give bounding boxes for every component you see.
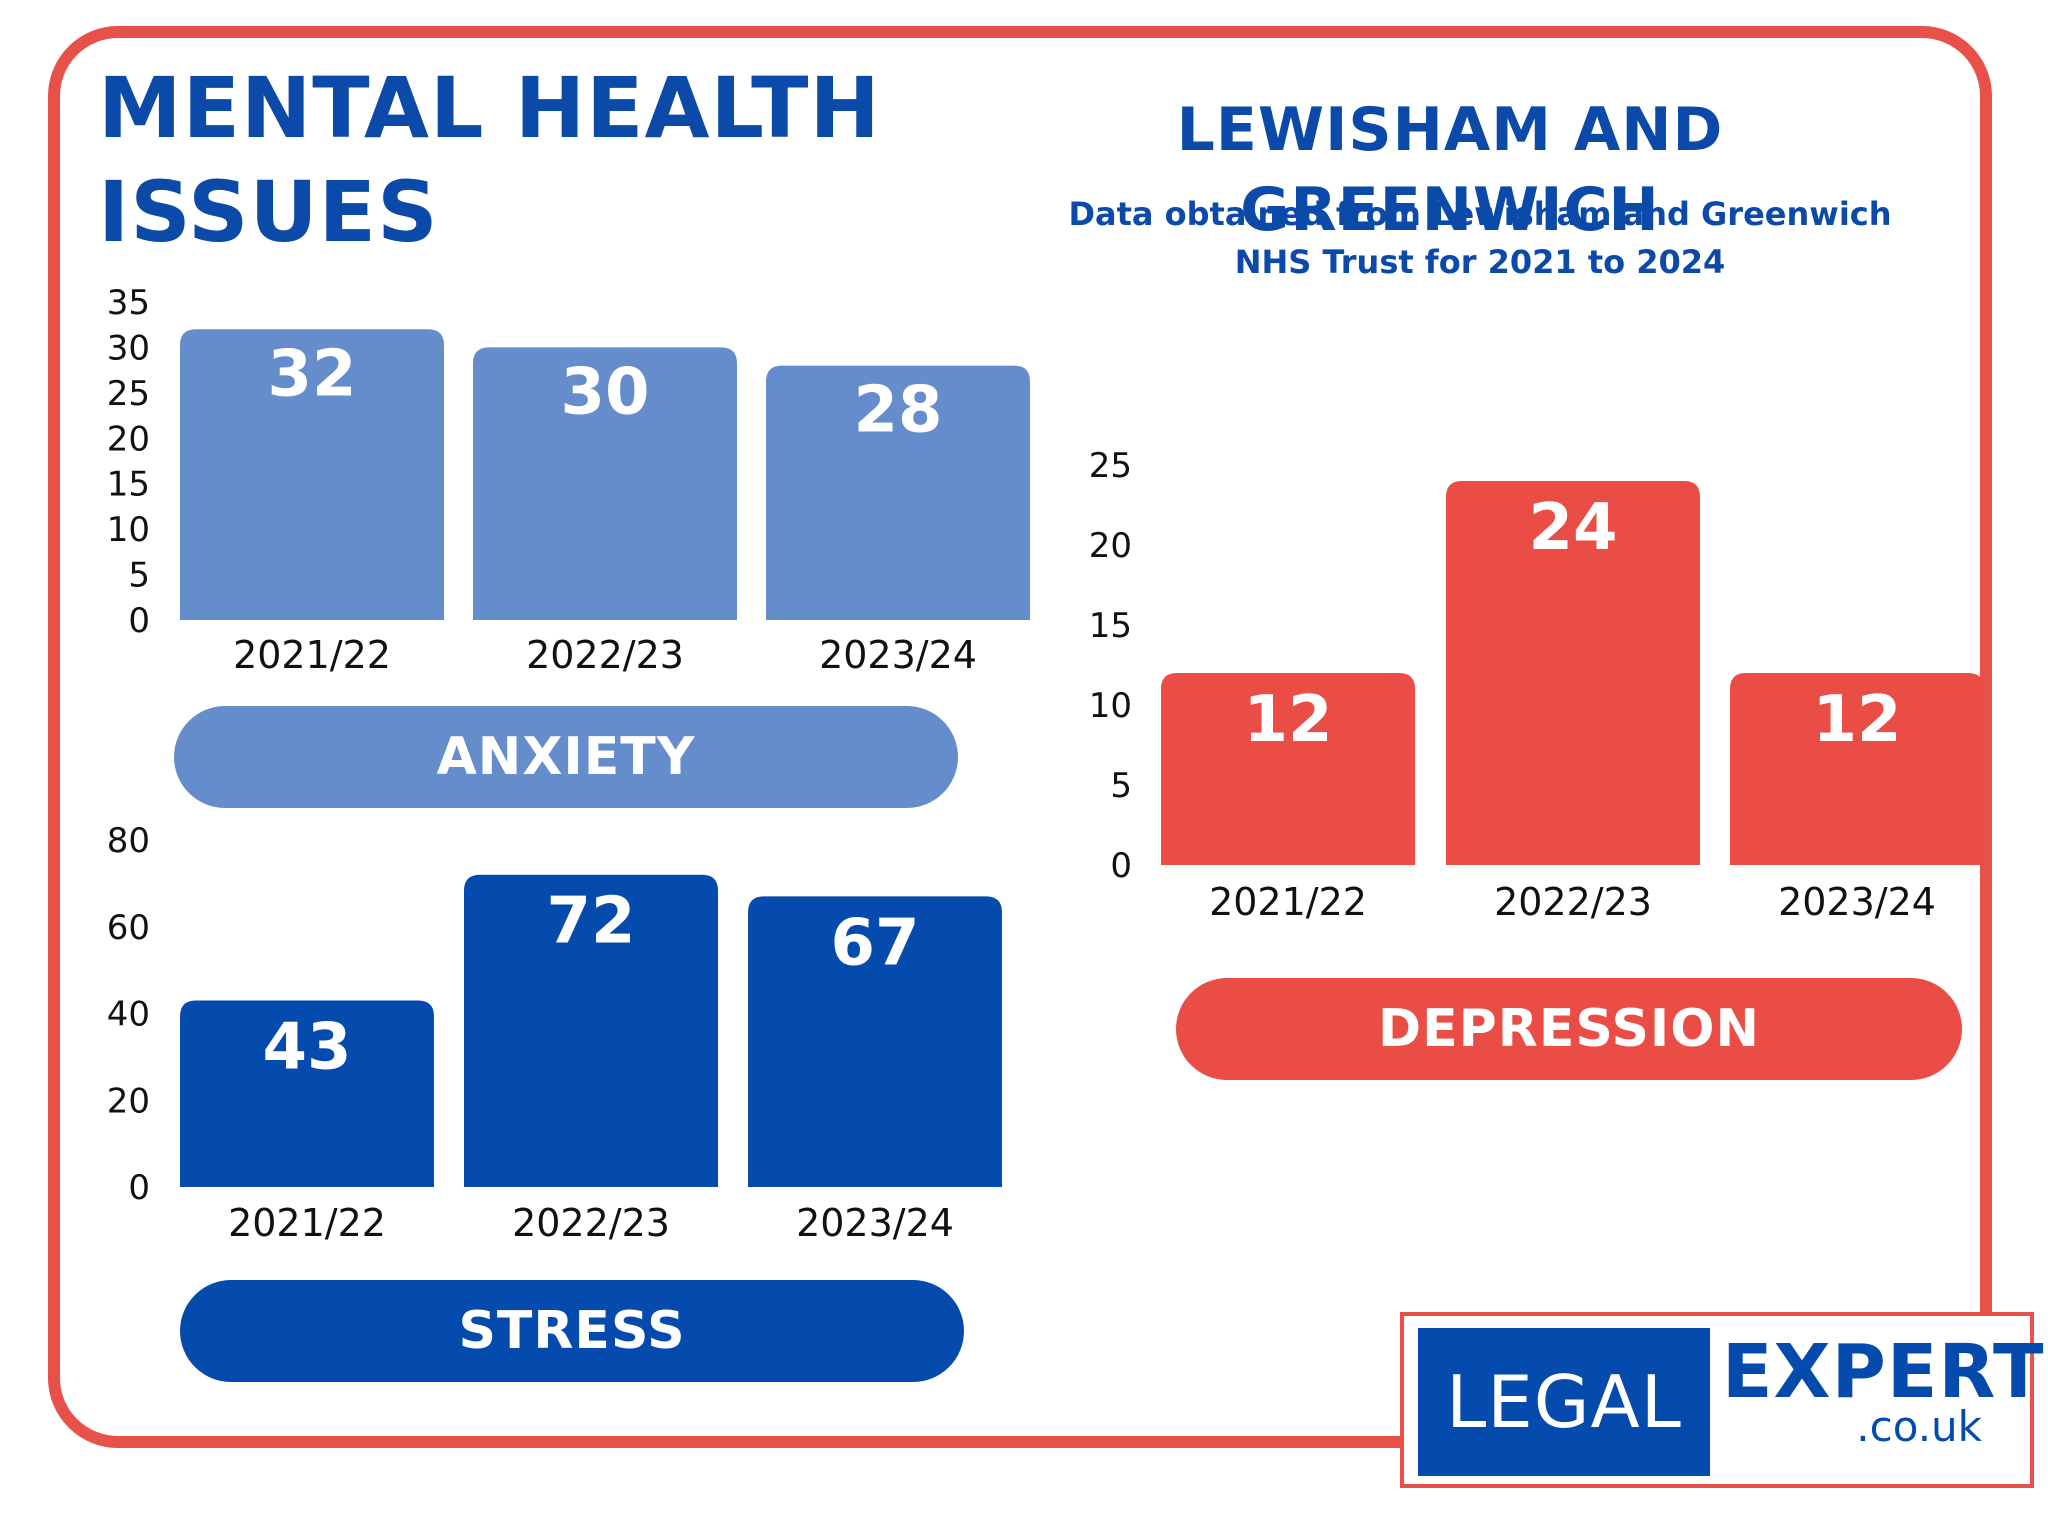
stress-label-pill: STRESS (180, 1280, 964, 1382)
x-tick-label: 2021/22 (233, 633, 391, 677)
y-tick-label: 40 (107, 995, 150, 1035)
y-tick-label: 15 (107, 465, 150, 505)
data-label: 28 (853, 374, 942, 448)
x-tick-label: 2023/24 (819, 633, 977, 677)
y-tick-label: 35 (107, 283, 150, 323)
bar-2023-24 (748, 896, 1002, 1187)
y-tick-label: 10 (1089, 686, 1132, 726)
bar-2022-23 (1446, 481, 1700, 865)
x-tick-label: 2022/23 (1494, 880, 1652, 924)
y-tick-label: 25 (1089, 446, 1132, 486)
logo-domain: .co.uk (1856, 1402, 1982, 1451)
main-title-line-1: MENTAL HEALTH (98, 59, 881, 157)
bar-2022-23 (464, 874, 718, 1187)
y-tick-label: 10 (107, 510, 150, 550)
anxiety-chart: 0 5 10 15 20 25 30 35 32 2021/22 30 2022/23 28 2023/2… (107, 283, 1030, 677)
stress-chart: 0 20 40 60 80 43 2021/22 72 2022/23 67 2023/24 (107, 821, 1002, 1245)
y-tick-label: 20 (1089, 526, 1132, 566)
anxiety-label-pill: ANXIETY (174, 706, 958, 808)
logo-word-expert: EXPERT (1722, 1329, 2045, 1415)
main-title: MENTAL HEALTH ISSUES (98, 56, 881, 264)
bar-2023-24 (766, 365, 1030, 620)
data-label: 72 (546, 885, 635, 959)
data-label: 67 (830, 906, 919, 980)
data-label: 12 (1812, 683, 1901, 757)
bar-2021-22 (1161, 673, 1415, 865)
main-title-line-2: ISSUES (98, 163, 439, 261)
y-tick-label: 0 (128, 601, 150, 641)
legal-expert-logo: LEGAL EXPERT .co.uk (1400, 1312, 2045, 1488)
y-tick-label: 60 (107, 908, 150, 948)
x-tick-label: 2022/23 (512, 1201, 670, 1245)
y-tick-label: 30 (107, 328, 150, 368)
data-label: 12 (1243, 683, 1332, 757)
logo-word-legal: LEGAL (1418, 1328, 1710, 1476)
depression-chart: 0 5 10 15 20 25 12 2021/22 24 2022/23 12 2023/24 (1089, 446, 1984, 924)
y-tick-label: 15 (1089, 606, 1132, 646)
depression-label-pill: DEPRESSION (1176, 978, 1962, 1080)
bar-2023-24 (1730, 673, 1984, 865)
bar-2021-22 (180, 1000, 434, 1187)
logo-right-block: EXPERT .co.uk (1722, 1329, 2045, 1451)
region-title: LEWISHAM AND GREENWICH (1176, 95, 1724, 245)
x-tick-label: 2023/24 (796, 1201, 954, 1245)
x-tick-label: 2021/22 (1209, 880, 1367, 924)
y-tick-label: 0 (128, 1168, 150, 1208)
y-tick-label: 0 (1110, 846, 1132, 886)
y-tick-label: 20 (107, 1081, 150, 1121)
y-tick-label: 80 (107, 821, 150, 861)
x-tick-label: 2023/24 (1778, 880, 1936, 924)
bar-2021-22 (180, 329, 444, 620)
x-tick-label: 2021/22 (228, 1201, 386, 1245)
data-label: 24 (1528, 491, 1617, 565)
data-label: 43 (262, 1010, 351, 1084)
y-tick-label: 5 (1110, 766, 1132, 806)
bar-2022-23 (473, 347, 737, 620)
y-tick-label: 25 (107, 374, 150, 414)
y-tick-label: 20 (107, 419, 150, 459)
x-tick-label: 2022/23 (526, 633, 684, 677)
y-tick-label: 5 (128, 556, 150, 596)
data-label: 30 (560, 355, 649, 429)
source-note: Data obtained from Lewisham and Greenwic… (1068, 195, 1892, 281)
data-label: 32 (267, 337, 356, 411)
